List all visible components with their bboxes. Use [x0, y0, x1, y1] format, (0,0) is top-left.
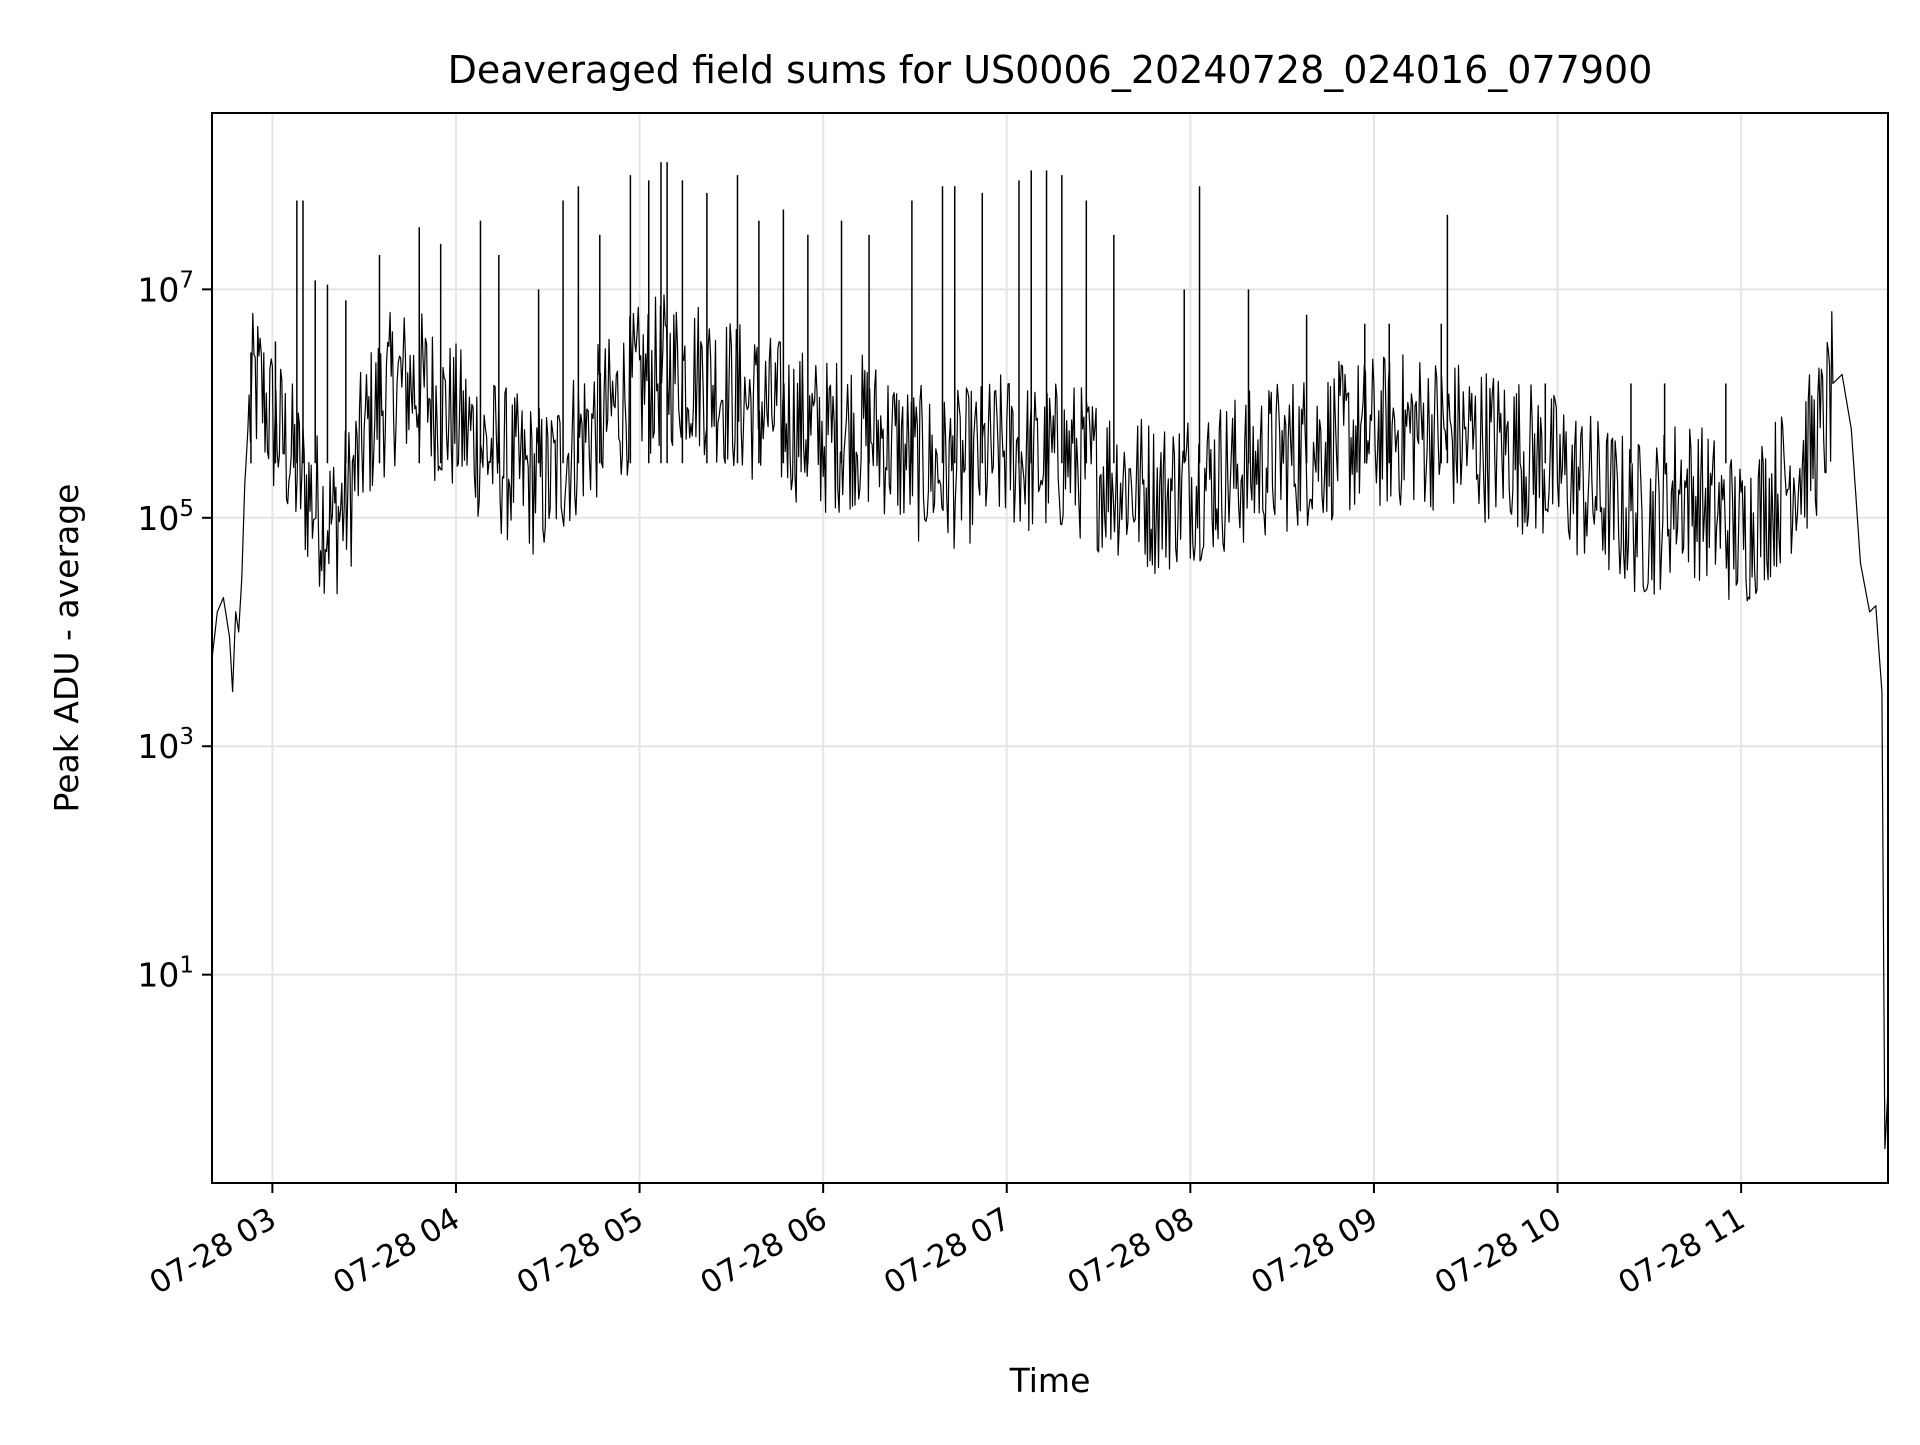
data-layer	[212, 162, 1888, 1150]
grid	[212, 113, 1888, 1183]
axes-frame	[211, 112, 1889, 1184]
y-tick-label: 105	[137, 496, 194, 538]
y-axis-label: Peak ADU - average	[47, 484, 86, 813]
y-tick-label: 107	[137, 267, 194, 309]
chart-title: Deaveraged field sums for US0006_2024072…	[448, 48, 1653, 92]
x-axis-label: Time	[1009, 1361, 1091, 1400]
series-line	[212, 294, 1888, 1150]
plot-area	[212, 162, 1888, 1150]
y-axis: 101 103 105 107	[137, 267, 212, 995]
y-tick-label: 101	[137, 953, 194, 995]
y-tick-label: 103	[137, 724, 194, 766]
